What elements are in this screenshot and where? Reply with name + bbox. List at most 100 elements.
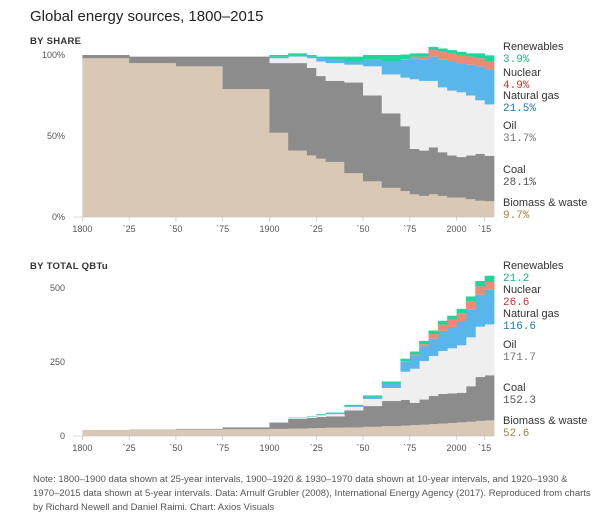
series-value-coal: 28.1% bbox=[503, 177, 536, 189]
area-segment-biomass-and-waste bbox=[325, 427, 345, 436]
area-segment-coal bbox=[269, 63, 289, 133]
area-segment-natural-gas bbox=[437, 59, 448, 88]
series-value-oil: 31.7% bbox=[503, 133, 536, 145]
total-stacked-area-chart: 0 250 500 1800 `25 `50 `75 1900 `25 `50 `75 2000 `15… bbox=[50, 260, 587, 453]
area-segment-biomass-and-waste bbox=[269, 428, 289, 436]
area-segment-biomass-and-waste bbox=[222, 89, 270, 217]
area-segment-biomass-and-waste bbox=[288, 428, 308, 436]
x-tick-label: `50 bbox=[169, 224, 182, 234]
area-segment-nuclear bbox=[409, 354, 420, 356]
area-segment-biomass-and-waste bbox=[381, 187, 401, 217]
series-label-oil: Oil bbox=[503, 339, 516, 351]
area-segment-renewables bbox=[325, 412, 345, 414]
area-segment-biomass-and-waste bbox=[428, 194, 439, 217]
area-segment-coal bbox=[288, 63, 308, 151]
series-value-renewables: 3.9% bbox=[503, 54, 530, 66]
area-segment-coal bbox=[363, 406, 383, 427]
area-segment-renewables bbox=[344, 404, 364, 407]
area-segment-oil bbox=[465, 337, 476, 387]
area-segment-oil bbox=[269, 58, 289, 64]
area-segment-nuclear bbox=[484, 281, 495, 290]
y-tick-label: 50% bbox=[47, 131, 65, 141]
area-segment-renewables bbox=[381, 381, 401, 384]
area-segment-coal bbox=[325, 80, 345, 162]
x-tick-label: `50 bbox=[357, 443, 370, 453]
x-tick-label: 1800 bbox=[72, 443, 92, 453]
area-segment-natural-gas bbox=[288, 55, 308, 57]
x-tick-label: `75 bbox=[216, 224, 229, 234]
area-segment-oil bbox=[325, 414, 345, 417]
area-segment-renewables bbox=[456, 51, 467, 55]
x-tick-label: `75 bbox=[403, 443, 416, 453]
area-segment-coal bbox=[475, 153, 486, 201]
area-segment-renewables bbox=[456, 308, 467, 314]
area-segment-oil bbox=[381, 388, 401, 402]
total-chart-subtitle: BY TOTAL QBTu bbox=[30, 261, 108, 272]
area-segment-nuclear bbox=[475, 58, 486, 67]
x-tick-label: `50 bbox=[357, 224, 370, 234]
x-tick-label: `75 bbox=[216, 443, 229, 453]
area-segment-biomass-and-waste bbox=[325, 161, 345, 217]
area-segment-nuclear bbox=[428, 50, 439, 57]
area-segment-natural-gas bbox=[344, 61, 364, 65]
area-segment-nuclear bbox=[484, 61, 495, 70]
series-label-oil: Oil bbox=[503, 120, 516, 132]
x-tick-label: `75 bbox=[403, 224, 416, 234]
series-value-natural-gas: 21.5% bbox=[503, 103, 536, 115]
area-segment-natural-gas bbox=[381, 61, 401, 75]
area-segment-coal bbox=[465, 386, 476, 422]
area-segment-renewables bbox=[409, 351, 420, 355]
area-segment-coal bbox=[344, 82, 364, 174]
area-segment-biomass-and-waste bbox=[175, 429, 224, 436]
series-label-nuclear: Nuclear bbox=[503, 67, 541, 79]
area-segment-biomass-and-waste bbox=[344, 173, 364, 217]
area-segment-biomass-and-waste bbox=[419, 195, 429, 217]
area-segment-oil bbox=[306, 58, 317, 68]
area-segment-coal bbox=[428, 147, 439, 195]
area-segment-coal bbox=[175, 428, 224, 430]
area-segment-renewables bbox=[419, 53, 429, 57]
area-segment-oil bbox=[447, 90, 457, 156]
area-segment-oil bbox=[428, 80, 439, 148]
area-segment-renewables bbox=[447, 50, 457, 54]
area-segment-biomass-and-waste bbox=[475, 200, 486, 217]
area-segment-oil bbox=[288, 56, 308, 64]
area-segment-natural-gas bbox=[269, 56, 289, 59]
area-segment-oil bbox=[437, 350, 448, 394]
x-tick-label: 1800 bbox=[72, 224, 92, 234]
area-segment-natural-gas bbox=[325, 59, 345, 64]
area-segment-renewables bbox=[344, 56, 364, 62]
area-segment-oil bbox=[447, 348, 457, 394]
area-segment-natural-gas bbox=[419, 59, 429, 81]
area-segment-natural-gas bbox=[428, 56, 439, 81]
area-segment-biomass-and-waste bbox=[344, 427, 364, 436]
area-segment-coal bbox=[419, 399, 429, 425]
area-segment-nuclear bbox=[447, 53, 457, 62]
area-segment-natural-gas bbox=[447, 61, 457, 91]
area-segment-biomass-and-waste bbox=[475, 420, 486, 436]
area-segment-renewables bbox=[325, 56, 345, 60]
area-segment-coal bbox=[484, 375, 495, 421]
area-segment-coal bbox=[400, 126, 411, 192]
area-segment-biomass-and-waste bbox=[419, 424, 429, 436]
area-segment-coal bbox=[465, 155, 476, 200]
area-segment-renewables bbox=[465, 53, 476, 57]
series-value-renewables: 21.2 bbox=[503, 273, 529, 285]
area-segment-oil bbox=[363, 398, 383, 407]
area-segment-coal bbox=[428, 396, 439, 425]
area-segment-coal bbox=[306, 417, 317, 429]
series-label-natural-gas: Natural gas bbox=[503, 90, 560, 102]
area-segment-renewables bbox=[484, 275, 495, 282]
area-segment-coal bbox=[456, 157, 467, 198]
area-segment-biomass-and-waste bbox=[428, 424, 439, 436]
x-tick-label: `50 bbox=[169, 443, 182, 453]
area-segment-biomass-and-waste bbox=[381, 426, 401, 436]
area-segment-biomass-and-waste bbox=[447, 422, 457, 436]
area-segment-biomass-and-waste bbox=[363, 181, 383, 217]
area-segment-nuclear bbox=[409, 56, 420, 59]
area-segment-renewables bbox=[428, 330, 439, 335]
area-segment-oil bbox=[325, 63, 345, 81]
area-segment-biomass-and-waste bbox=[82, 430, 130, 436]
x-tick-label: `25 bbox=[123, 224, 136, 234]
area-segment-renewables bbox=[316, 414, 326, 415]
